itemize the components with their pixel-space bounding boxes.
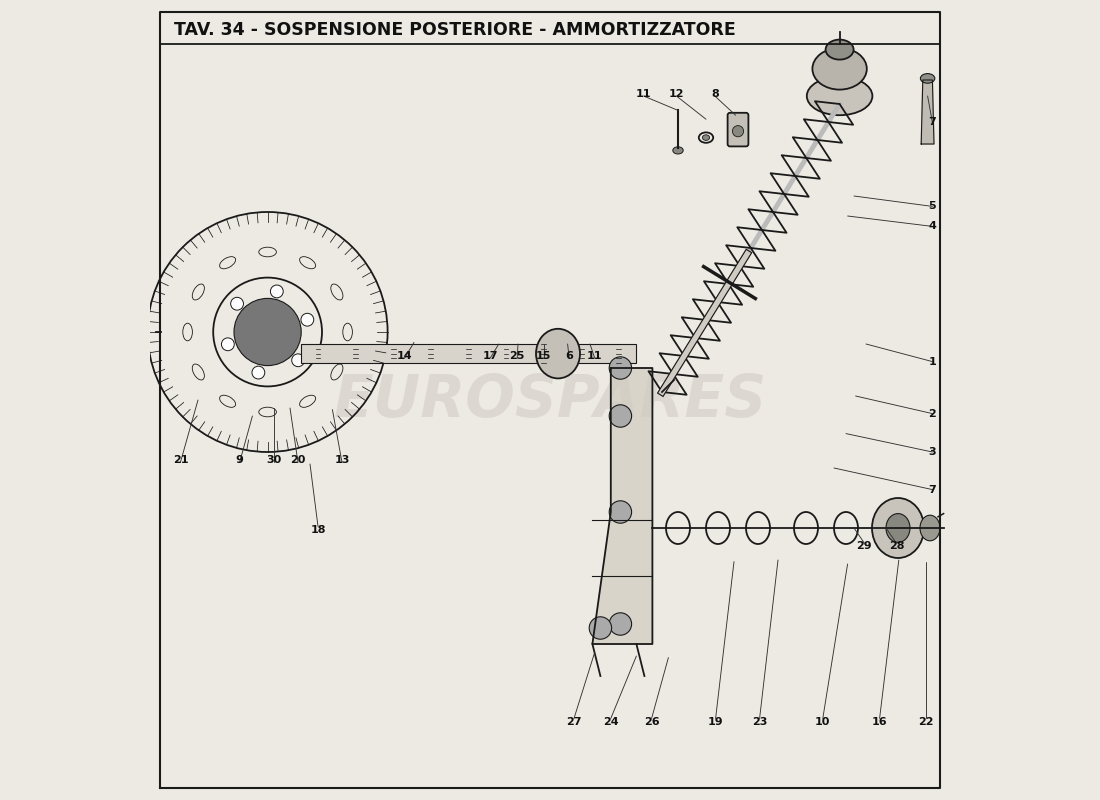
Text: 10: 10 [815,717,830,726]
Circle shape [609,501,631,523]
Text: 24: 24 [603,717,618,726]
Ellipse shape [872,498,924,558]
Text: 6: 6 [565,351,573,361]
Bar [301,344,637,363]
Text: 23: 23 [752,717,768,726]
Circle shape [231,298,243,310]
Text: 27: 27 [566,717,582,726]
Circle shape [609,613,631,635]
Circle shape [609,405,631,427]
Text: 21: 21 [173,455,188,465]
Text: 18: 18 [310,525,326,534]
Text: 7: 7 [928,485,936,494]
Text: 19: 19 [707,717,724,726]
Ellipse shape [536,329,580,378]
Ellipse shape [921,74,935,83]
Circle shape [252,366,265,379]
Ellipse shape [826,39,854,60]
Polygon shape [593,368,652,644]
Ellipse shape [673,146,683,154]
Text: 25: 25 [509,351,525,361]
Text: 22: 22 [918,717,934,726]
Text: 8: 8 [711,89,718,98]
Ellipse shape [806,77,872,115]
Circle shape [609,357,631,379]
Circle shape [590,617,612,639]
Text: 26: 26 [644,717,659,726]
Circle shape [234,298,301,366]
Text: 2: 2 [928,409,936,418]
Text: 11: 11 [587,351,603,361]
Ellipse shape [886,514,910,542]
Text: 9: 9 [235,455,243,465]
Circle shape [733,126,744,137]
Text: 15: 15 [536,351,551,361]
Text: 17: 17 [482,351,497,361]
Text: EUROSPARES: EUROSPARES [333,371,767,429]
Text: 5: 5 [928,202,936,211]
Ellipse shape [813,48,867,90]
Text: 3: 3 [928,447,936,457]
Circle shape [271,285,283,298]
Text: 4: 4 [928,222,936,231]
FancyBboxPatch shape [727,113,748,146]
Text: 7: 7 [928,118,936,127]
Circle shape [221,338,234,350]
Text: 30: 30 [266,455,282,465]
Circle shape [301,314,314,326]
Text: 29: 29 [857,541,872,550]
Text: TAV. 34 - SOSPENSIONE POSTERIORE - AMMORTIZZATORE: TAV. 34 - SOSPENSIONE POSTERIORE - AMMOR… [174,21,736,38]
Text: 12: 12 [669,89,684,98]
Ellipse shape [920,515,940,541]
Text: 1: 1 [928,357,936,366]
Text: 11: 11 [636,89,651,98]
Text: 16: 16 [872,717,888,726]
Text: 13: 13 [334,455,350,465]
Polygon shape [921,80,934,144]
Ellipse shape [703,135,710,141]
Text: 14: 14 [397,351,412,361]
Text: 20: 20 [290,455,306,465]
Text: 28: 28 [889,541,904,550]
Circle shape [292,354,305,366]
